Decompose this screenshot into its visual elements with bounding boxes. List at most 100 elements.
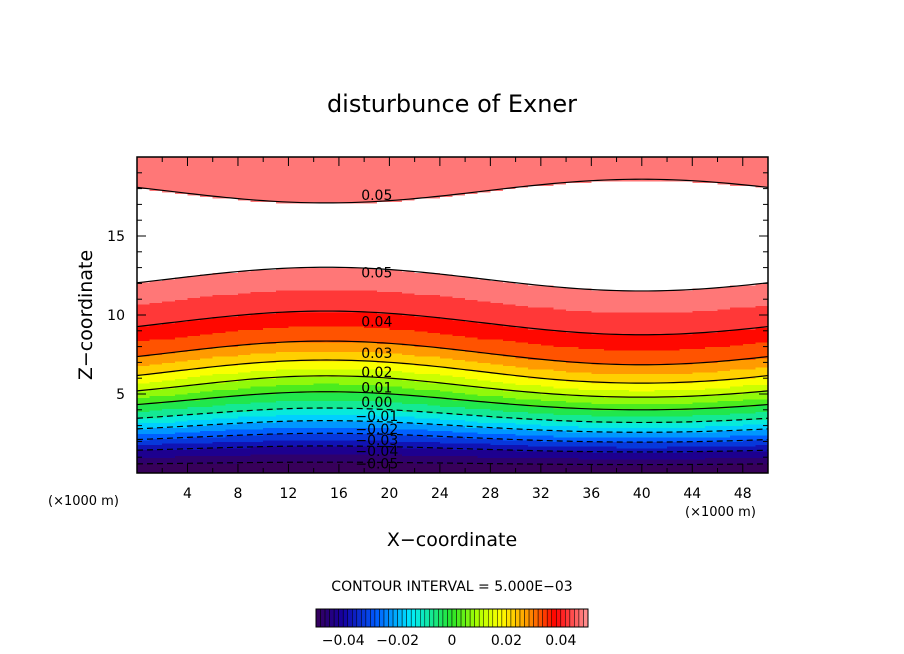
contour-label: −0.05	[355, 457, 398, 473]
contour-line	[137, 445, 768, 453]
colorbar-cell	[565, 608, 571, 628]
x-tick-label: 8	[233, 486, 242, 502]
colorbar-cell	[551, 608, 557, 628]
contour-label: −0.03	[355, 433, 398, 449]
colorbar-cell	[524, 608, 530, 628]
contour-line	[137, 359, 768, 384]
contour-line	[137, 310, 768, 336]
y-tick-label: 15	[107, 229, 125, 245]
y-axis-label: Z−coordinate	[75, 250, 97, 380]
colorbar-tick-label: −0.04	[322, 633, 365, 649]
colorbar-cell	[533, 608, 539, 628]
colorbar-cell	[542, 608, 548, 628]
x-tick-label: 28	[481, 486, 499, 502]
y-tick-label: 10	[107, 308, 125, 324]
colorbar-frame	[315, 608, 589, 628]
x-tick-label: 32	[532, 486, 550, 502]
contour-label: −0.01	[355, 409, 398, 425]
contour-fill-field	[137, 157, 768, 473]
colorbar-cell	[315, 608, 321, 628]
colorbar-cell	[560, 608, 566, 628]
colorbar-cell	[474, 608, 480, 628]
colorbar-cell	[324, 608, 330, 628]
contour-line	[137, 375, 768, 398]
colorbar-cell	[433, 608, 439, 628]
contour-label: 0.02	[361, 365, 392, 381]
colorbar-cell	[506, 608, 512, 628]
colorbar-cell	[546, 608, 552, 628]
colorbar-cell	[492, 608, 498, 628]
colorbar-cell	[388, 608, 394, 628]
contour-line	[137, 461, 768, 466]
contour-label: 0.01	[361, 381, 392, 397]
colorbar-cell	[392, 608, 398, 628]
colorbar-cell	[569, 608, 575, 628]
x-axis-label: X−coordinate	[387, 529, 517, 551]
x-tick-label: 16	[330, 486, 348, 502]
contour-line	[137, 340, 768, 366]
colorbar-cell	[578, 608, 584, 628]
colorbar-cell	[497, 608, 503, 628]
contour-label: 0.05	[361, 188, 392, 204]
contour-label: 0.05	[361, 265, 392, 281]
colorbar-cell	[424, 608, 430, 628]
x-tick-label: 44	[683, 486, 701, 502]
contour-line	[137, 178, 768, 204]
colorbar-cell	[365, 608, 371, 628]
colorbar-cell	[510, 608, 516, 628]
colorbar-cell	[420, 608, 426, 628]
colorbar-cell	[338, 608, 344, 628]
colorbar-cell	[374, 608, 380, 628]
colorbar-cell	[406, 608, 412, 628]
colorbar-cell	[342, 608, 348, 628]
colorbar-cell	[397, 608, 403, 628]
x-tick-label: 24	[431, 486, 449, 502]
x-tick-label: 4	[183, 486, 192, 502]
colorbar-tick-label: 0	[448, 633, 457, 649]
colorbar-cell	[447, 608, 453, 628]
colorbar-cell	[451, 608, 457, 628]
contour-interval-text: CONTOUR INTERVAL = 5.000E−03	[331, 579, 572, 595]
x-axis-left-unit: (×1000 m)	[48, 494, 119, 509]
colorbar-tick-label: 0.02	[491, 633, 522, 649]
colorbar-cell	[465, 608, 471, 628]
x-tick-label: 40	[633, 486, 651, 502]
contour-line	[137, 407, 768, 424]
colorbar-ticks: −0.04 −0.02 0 0.02 0.04	[322, 633, 577, 649]
colorbar-cell	[519, 608, 525, 628]
colorbar-cell	[415, 608, 421, 628]
contour-label: 0.03	[361, 346, 392, 362]
colorbar-cell	[429, 608, 435, 628]
colorbar-cell	[469, 608, 475, 628]
colorbar-cell	[528, 608, 534, 628]
contour-line	[137, 266, 768, 292]
colorbar-cell	[333, 608, 339, 628]
colorbar-cell	[383, 608, 389, 628]
x-tick-label: 12	[280, 486, 298, 502]
chart-title: disturbunce of Exner	[327, 90, 577, 118]
contour-label: 0.00	[361, 395, 392, 411]
colorbar-cell	[483, 608, 489, 628]
colorbar-cell	[488, 608, 494, 628]
colorbar-cell	[460, 608, 466, 628]
colorbar-cell	[361, 608, 367, 628]
x-tick-label: 48	[734, 486, 752, 502]
colorbar-cell	[537, 608, 543, 628]
colorbar-cell	[356, 608, 362, 628]
colorbar-tick-label: −0.02	[376, 633, 419, 649]
contour-line	[137, 420, 768, 433]
colorbar-cell	[574, 608, 580, 628]
contour-lines	[137, 178, 768, 466]
contour-label: 0.04	[361, 314, 392, 330]
colorbar-cell	[556, 608, 562, 628]
colorbar	[315, 608, 589, 628]
colorbar-cell	[379, 608, 385, 628]
contour-line	[137, 391, 768, 411]
colorbar-cell	[410, 608, 416, 628]
y-tick-label: 5	[116, 387, 125, 403]
colorbar-cell	[320, 608, 326, 628]
colorbar-cell	[478, 608, 484, 628]
colorbar-cell	[583, 608, 589, 628]
colorbar-cell	[329, 608, 335, 628]
